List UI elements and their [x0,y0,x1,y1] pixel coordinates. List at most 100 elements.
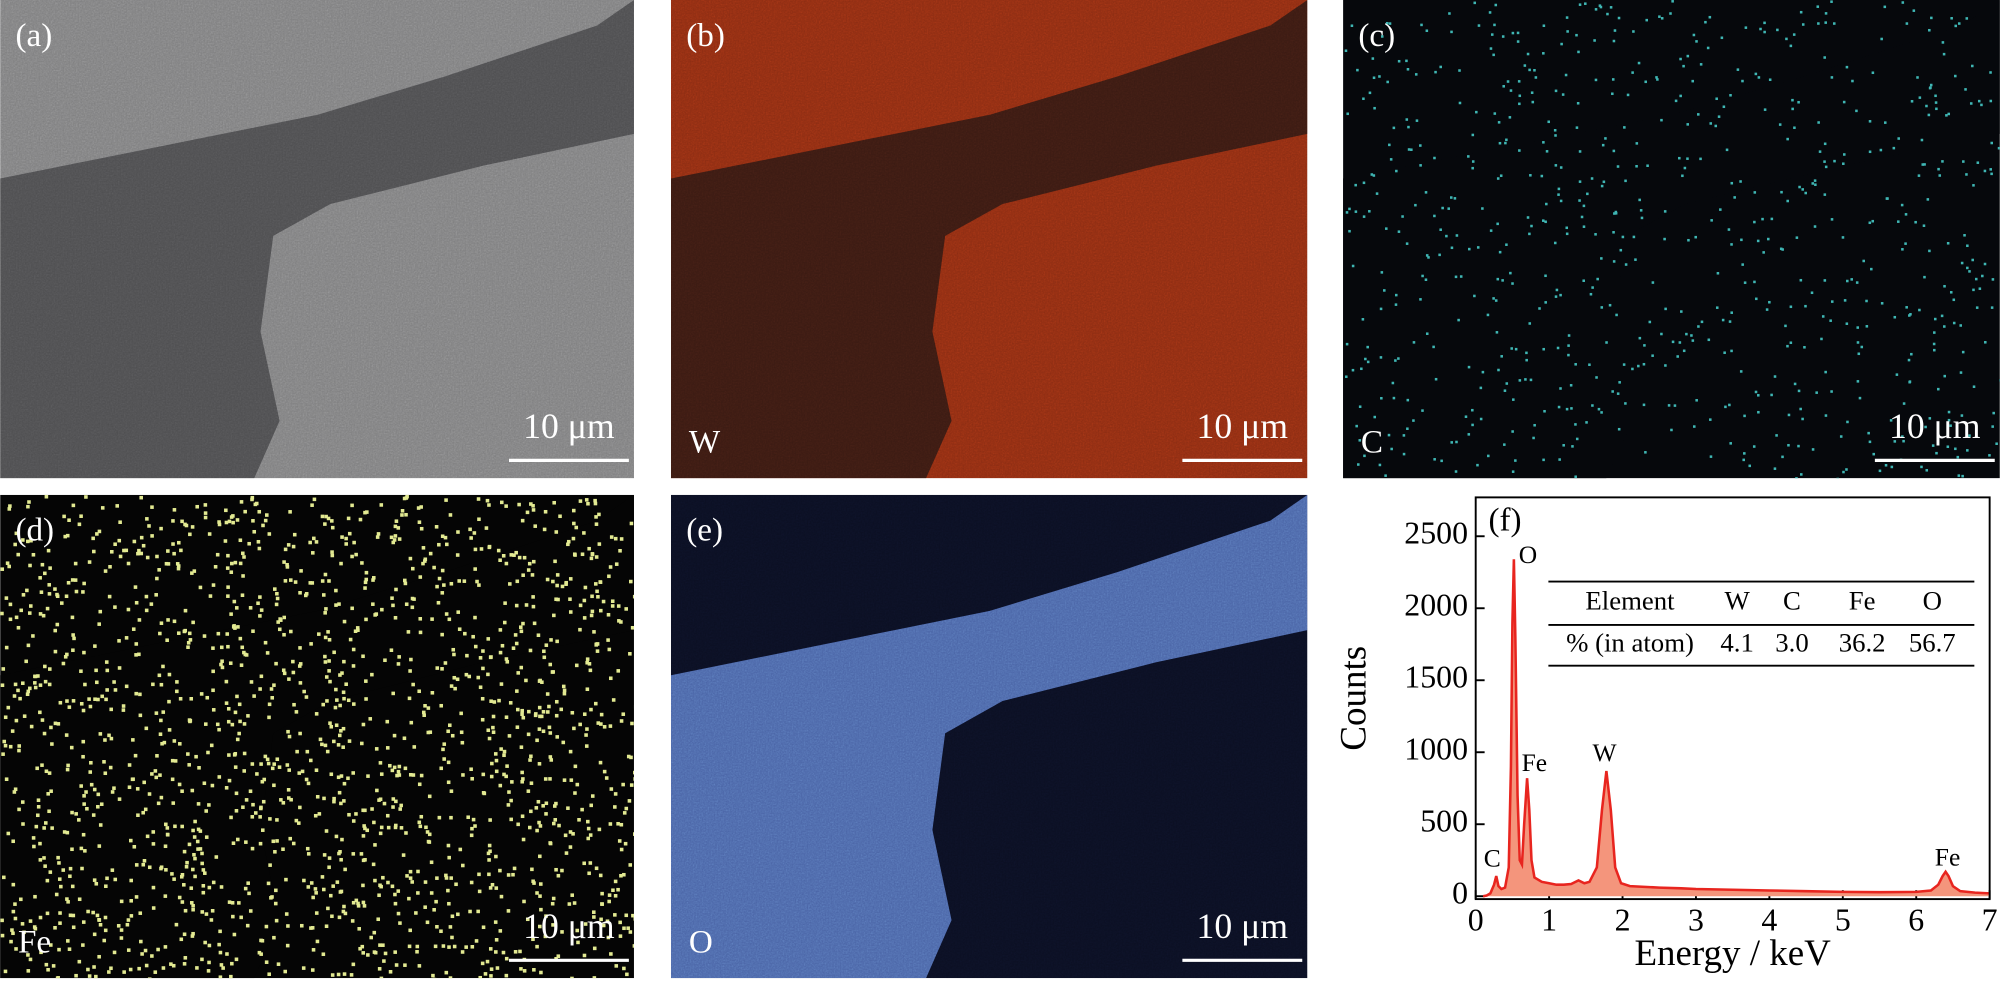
dot [606,638,610,642]
dot [133,585,138,589]
dot [473,644,478,649]
dot [1989,168,1992,171]
dot [1880,37,1883,41]
dot [339,729,343,733]
dot [1842,470,1845,474]
dot [1823,160,1826,163]
dot [228,661,233,665]
dot [81,739,86,744]
dot [388,970,393,974]
dot [494,886,499,890]
dot [1509,89,1513,92]
dot [151,682,155,687]
dot [0,567,5,571]
dot [1855,281,1859,284]
dot [295,749,299,754]
dot [1582,225,1586,228]
dot [572,521,576,526]
dot [310,503,314,507]
dot [122,548,126,553]
dot [221,966,225,970]
dot [1471,166,1474,170]
dot [1704,20,1707,24]
dot [356,628,360,632]
dot [1786,199,1789,203]
dot [491,725,495,730]
dot [323,660,328,664]
dot [551,579,555,584]
dot [440,591,445,595]
dot [1786,137,1789,141]
dot [464,672,469,677]
dot [1493,23,1496,27]
dot [207,943,212,948]
dot [580,552,585,557]
dot [467,674,472,679]
dot [275,757,280,762]
dot [1820,337,1823,341]
dot [220,665,225,670]
dot [322,853,327,857]
dot [1893,440,1897,443]
dot [14,947,18,951]
dot [283,547,288,552]
dot [577,818,581,822]
texture [0,0,634,479]
dot [1878,469,1882,473]
dot [142,859,147,863]
dot [339,561,343,566]
dot [361,834,366,838]
dot [191,867,195,872]
dot [7,564,11,569]
dot [1459,275,1463,278]
dot [43,679,48,684]
dot [1567,344,1570,347]
dot [13,787,18,792]
dot [330,550,334,554]
dot [1728,320,1732,323]
dot [361,900,366,905]
dot [532,968,536,972]
dot [514,641,519,646]
scale-bar-label: 10 μm [1197,906,1289,946]
dot [0,611,4,616]
dot [1439,65,1442,69]
dot [1928,417,1932,420]
dot [1836,477,1839,479]
dot [1856,341,1860,344]
dot [83,849,87,853]
dot [1941,160,1944,163]
dot [265,651,270,655]
dot [1823,56,1826,59]
dot [211,880,216,885]
dot [1715,306,1719,309]
dot [287,768,291,772]
dot [360,944,365,949]
dot [403,766,408,771]
dot [477,872,481,877]
dot [1830,300,1834,303]
dot [147,865,152,870]
dot [183,908,188,913]
dot [320,514,325,519]
dot [201,868,206,872]
dot [379,772,384,776]
dot [1901,248,1904,251]
dot [337,733,342,738]
dot [237,731,241,736]
dot [1797,100,1800,104]
dot [1884,463,1888,467]
dot [595,589,599,594]
dot [254,501,259,506]
plot-frame [1474,496,1991,901]
dot [1920,138,1924,142]
dot [409,720,414,725]
table-cell: 4.1 [1720,627,1753,657]
dot [548,731,553,735]
dot [281,801,286,805]
dot [362,824,366,828]
dot [1824,165,1828,169]
dot [383,658,387,663]
dot [1468,247,1471,251]
dot [1803,346,1806,349]
